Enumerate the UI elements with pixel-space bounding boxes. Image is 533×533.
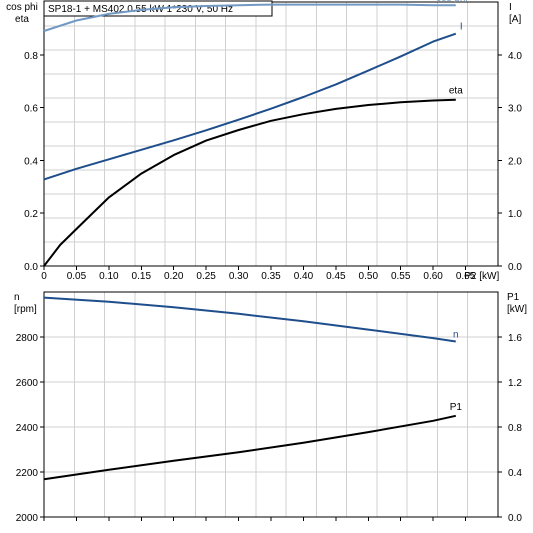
y-left-tick-label: 0.4 [24,156,38,167]
y-right-axis-label: [A] [509,14,521,25]
x-tick-label: 0.30 [229,271,249,282]
y-right-tick-label: 2.0 [508,156,522,167]
x-tick-label: 0.65 [456,271,476,282]
x-tick-label: 0.35 [261,271,281,282]
y-right-tick-label: 1.6 [508,333,522,344]
series-line-cos-phi [43,3,456,32]
series-line-I [43,32,457,181]
plot-frame [43,291,499,518]
series-line-eta [43,98,456,267]
y-left-tick-label: 2800 [16,333,39,344]
x-tick-label: 0.40 [294,271,314,282]
y-right-tick-label: 3.0 [508,104,522,115]
y-left-axis-label: eta [15,14,29,25]
x-tick-label: 0.25 [196,271,216,282]
x-tick-label: 0.60 [423,271,443,282]
y-left-axis-label: [rpm] [14,304,37,315]
x-tick-label: 0.10 [99,271,119,282]
y-right-tick-label: 1.0 [508,209,522,220]
y-left-tick-label: 2400 [16,423,39,434]
y-right-tick-label: 0.0 [508,513,522,524]
x-tick-label: 0.20 [164,271,184,282]
y-left-tick-label: 0.0 [24,262,38,273]
y-right-tick-label: 4.0 [508,51,522,62]
y-right-tick-label: 0.4 [508,468,522,479]
y-right-axis-label: [kW] [507,304,527,315]
series-label-I: I [460,22,463,33]
y-right-axis-label: I [509,2,512,13]
x-tick-label: 0.05 [67,271,87,282]
x-tick-label: 0.45 [326,271,346,282]
plot-frame [43,1,499,267]
y-left-tick-label: 2200 [16,468,39,479]
x-tick-label: 0.15 [132,271,152,282]
y-left-tick-label: 0.8 [24,51,38,62]
x-tick-label: 0 [41,271,47,282]
x-tick-label: 0.55 [391,271,411,282]
y-left-tick-label: 2000 [16,513,39,524]
series-line-n [43,296,456,343]
x-tick-label: 0.50 [359,271,379,282]
y-right-axis-label: P1 [507,292,520,303]
series-line-P1 [43,414,457,481]
y-right-tick-label: 0.8 [508,423,522,434]
y-right-tick-label: 0.0 [508,262,522,273]
y-left-tick-label: 0.2 [24,209,38,220]
series-label-cos-phi: cos phi [436,0,468,4]
y-left-axis-label: cos phi [6,2,38,13]
series-label-eta: eta [449,86,463,97]
y-left-axis-label: n [14,292,20,303]
series-label-n: n [453,330,459,341]
y-left-tick-label: 2600 [16,378,39,389]
series-label-P1: P1 [450,402,463,413]
x-axis-label: P2 [kW] [464,271,499,282]
y-right-tick-label: 1.2 [508,378,522,389]
y-left-tick-label: 0.6 [24,104,38,115]
